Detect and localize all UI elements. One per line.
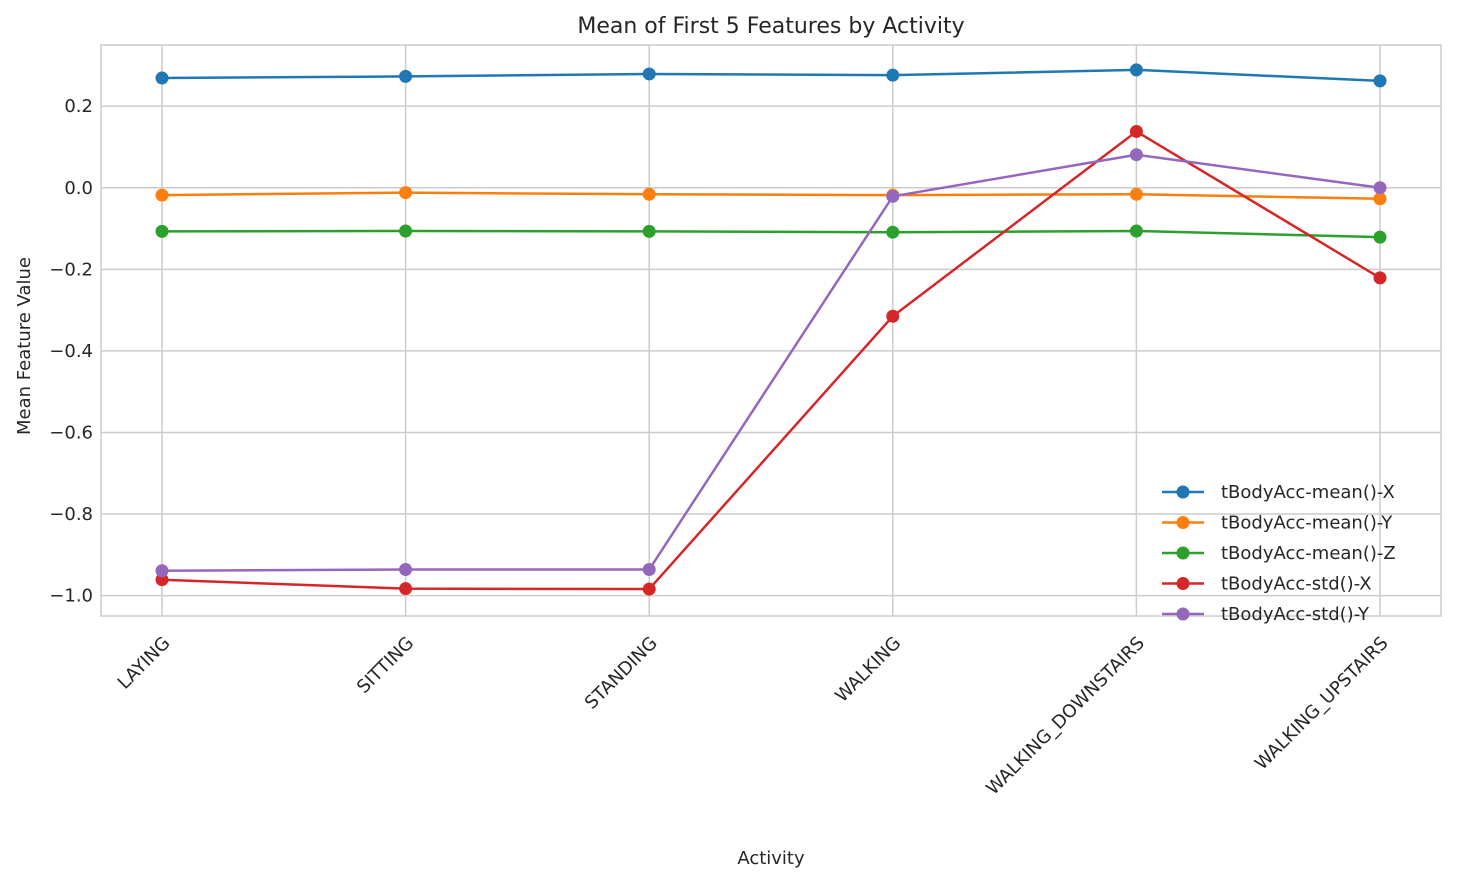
data-point: [1129, 187, 1143, 201]
y-tick-label: −0.2: [49, 259, 93, 280]
data-point: [155, 224, 169, 238]
x-tick-label: LAYING: [114, 633, 175, 694]
legend-marker: [1176, 607, 1190, 621]
y-tick-labels: 0.2 0.0 −0.2 −0.4 −0.6 −0.8 −1.0: [49, 96, 93, 606]
x-tick-label: SITTING: [353, 633, 418, 698]
x-tick-label: WALKING: [831, 633, 905, 707]
data-point: [1373, 271, 1387, 285]
data-point: [1373, 192, 1387, 206]
legend-label: tBodyAcc-std()-X: [1221, 574, 1372, 595]
data-point: [155, 564, 169, 578]
data-point: [642, 67, 656, 81]
series-line: [161, 68, 1381, 83]
data-point: [1129, 224, 1143, 238]
data-point: [155, 71, 169, 85]
legend-item: tBodyAcc-std()-Y: [1162, 604, 1370, 625]
legend-marker: [1176, 546, 1190, 560]
series-line: [161, 153, 1381, 572]
data-point: [642, 563, 656, 577]
y-tick-label: −0.6: [49, 422, 93, 443]
legend-item: tBodyAcc-mean()-Z: [1162, 543, 1396, 564]
y-tick-label: −0.8: [49, 504, 93, 525]
plot-frame: [100, 44, 1442, 617]
legend-marker: [1176, 577, 1190, 590]
data-point: [642, 187, 656, 201]
data-point: [1373, 181, 1387, 195]
legend-marker: [1176, 485, 1190, 499]
data-point: [399, 186, 413, 200]
data-point: [886, 68, 900, 82]
series-5: [155, 148, 1387, 578]
legend-item: tBodyAcc-mean()-Y: [1162, 513, 1393, 534]
data-point: [642, 582, 656, 596]
legend: tBodyAcc-mean()-X tBodyAcc-mean()-Y tBodyA…: [1162, 482, 1396, 625]
legend-label: tBodyAcc-mean()-X: [1221, 482, 1395, 503]
data-point: [1373, 74, 1387, 88]
data-point: [886, 309, 900, 323]
series-line: [161, 229, 1381, 239]
series-line: [161, 191, 1381, 201]
series-3: [155, 224, 1387, 244]
y-tick-label: 0.2: [64, 96, 93, 117]
data-point: [1129, 148, 1143, 162]
x-tick-labels: LAYING SITTING STANDING WALKING WALKING_DOWN…: [114, 633, 1393, 800]
series-4: [155, 124, 1387, 596]
grid: [101, 45, 1441, 616]
data-point: [1129, 124, 1143, 138]
data-point: [399, 563, 413, 577]
data-point: [1129, 63, 1143, 77]
series-2: [155, 186, 1387, 206]
data-point: [399, 582, 413, 596]
x-tick-label: WALKING_DOWNSTAIRS: [982, 633, 1149, 800]
data-point: [886, 189, 900, 203]
series-1: [155, 63, 1387, 88]
series-layer: [155, 63, 1387, 596]
data-point: [1373, 230, 1387, 244]
series-line: [161, 130, 1381, 591]
y-axis-label: Mean Feature Value: [14, 257, 35, 435]
y-tick-label: −0.4: [49, 341, 93, 362]
data-point: [886, 225, 900, 239]
legend-item: tBodyAcc-mean()-X: [1162, 482, 1395, 503]
data-point: [642, 224, 656, 238]
data-point: [155, 573, 169, 587]
legend-item: tBodyAcc-std()-X: [1162, 574, 1372, 595]
legend-label: tBodyAcc-std()-Y: [1221, 604, 1370, 625]
y-tick-label: −1.0: [49, 586, 93, 607]
legend-label: tBodyAcc-mean()-Z: [1221, 543, 1396, 564]
x-tick-label: WALKING_UPSTAIRS: [1251, 633, 1393, 775]
legend-label: tBodyAcc-mean()-Y: [1221, 513, 1393, 534]
data-point: [399, 224, 413, 238]
y-tick-label: 0.0: [64, 178, 93, 199]
data-point: [155, 188, 169, 202]
data-point: [399, 69, 413, 83]
legend-marker: [1176, 516, 1190, 529]
chart-title: Mean of First 5 Features by Activity: [577, 14, 964, 39]
x-axis-label: Activity: [737, 848, 805, 869]
x-tick-label: STANDING: [581, 633, 662, 714]
